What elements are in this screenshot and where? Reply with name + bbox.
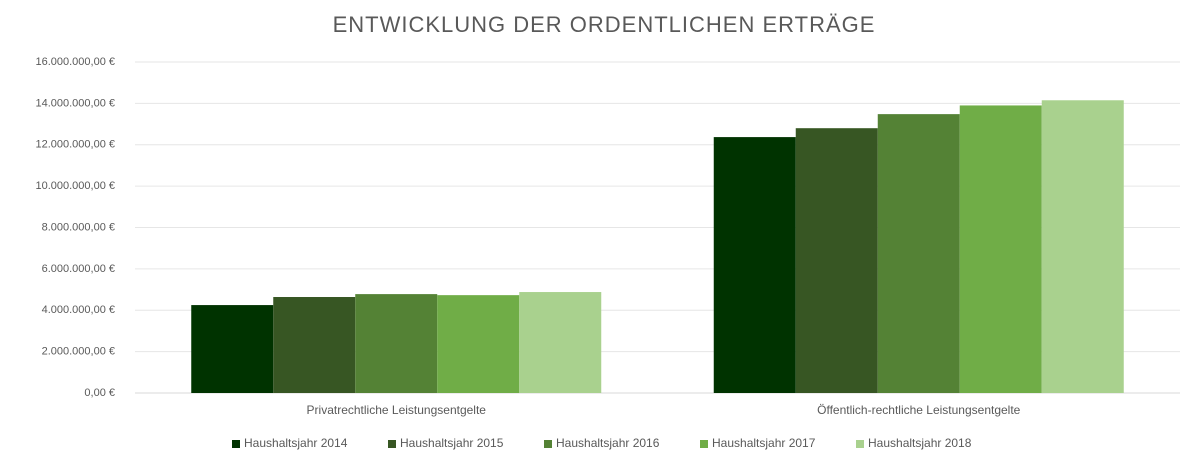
legend-label: Haushaltsjahr 2015 [400, 436, 504, 450]
bar [519, 292, 602, 393]
x-tick-label: Privatrechtliche Leistungsentgelte [307, 403, 487, 417]
legend-label: Haushaltsjahr 2018 [868, 436, 972, 450]
legend-label: Haushaltsjahr 2014 [244, 436, 348, 450]
y-tick-label: 10.000.000,00 € [35, 180, 115, 192]
y-tick-label: 0,00 € [84, 387, 115, 399]
legend-label: Haushaltsjahr 2017 [712, 436, 816, 450]
bar [877, 114, 960, 393]
y-tick-label: 2.000.000,00 € [42, 346, 115, 358]
y-tick-label: 4.000.000,00 € [42, 304, 115, 316]
bar [1041, 100, 1124, 393]
y-tick-label: 8.000.000,00 € [42, 221, 115, 233]
bar [273, 297, 356, 393]
bar [713, 137, 796, 393]
legend-swatch [232, 440, 240, 448]
legend-swatch [388, 440, 396, 448]
bar [795, 128, 878, 393]
y-tick-label: 16.000.000,00 € [35, 56, 115, 68]
bar [191, 305, 274, 393]
legend-label: Haushaltsjahr 2016 [556, 436, 660, 450]
chart-title: ENTWICKLUNG DER ORDENTLICHEN ERTRÄGE [333, 12, 876, 37]
bar [437, 295, 520, 393]
legend-swatch [700, 440, 708, 448]
y-tick-label: 14.000.000,00 € [35, 97, 115, 109]
x-tick-label: Öffentlich-rechtliche Leistungsentgelte [817, 403, 1021, 417]
legend-swatch [544, 440, 552, 448]
y-tick-label: 6.000.000,00 € [42, 263, 115, 275]
bar [959, 105, 1042, 393]
bar [355, 294, 438, 393]
legend-swatch [856, 440, 864, 448]
y-tick-label: 12.000.000,00 € [35, 139, 115, 151]
